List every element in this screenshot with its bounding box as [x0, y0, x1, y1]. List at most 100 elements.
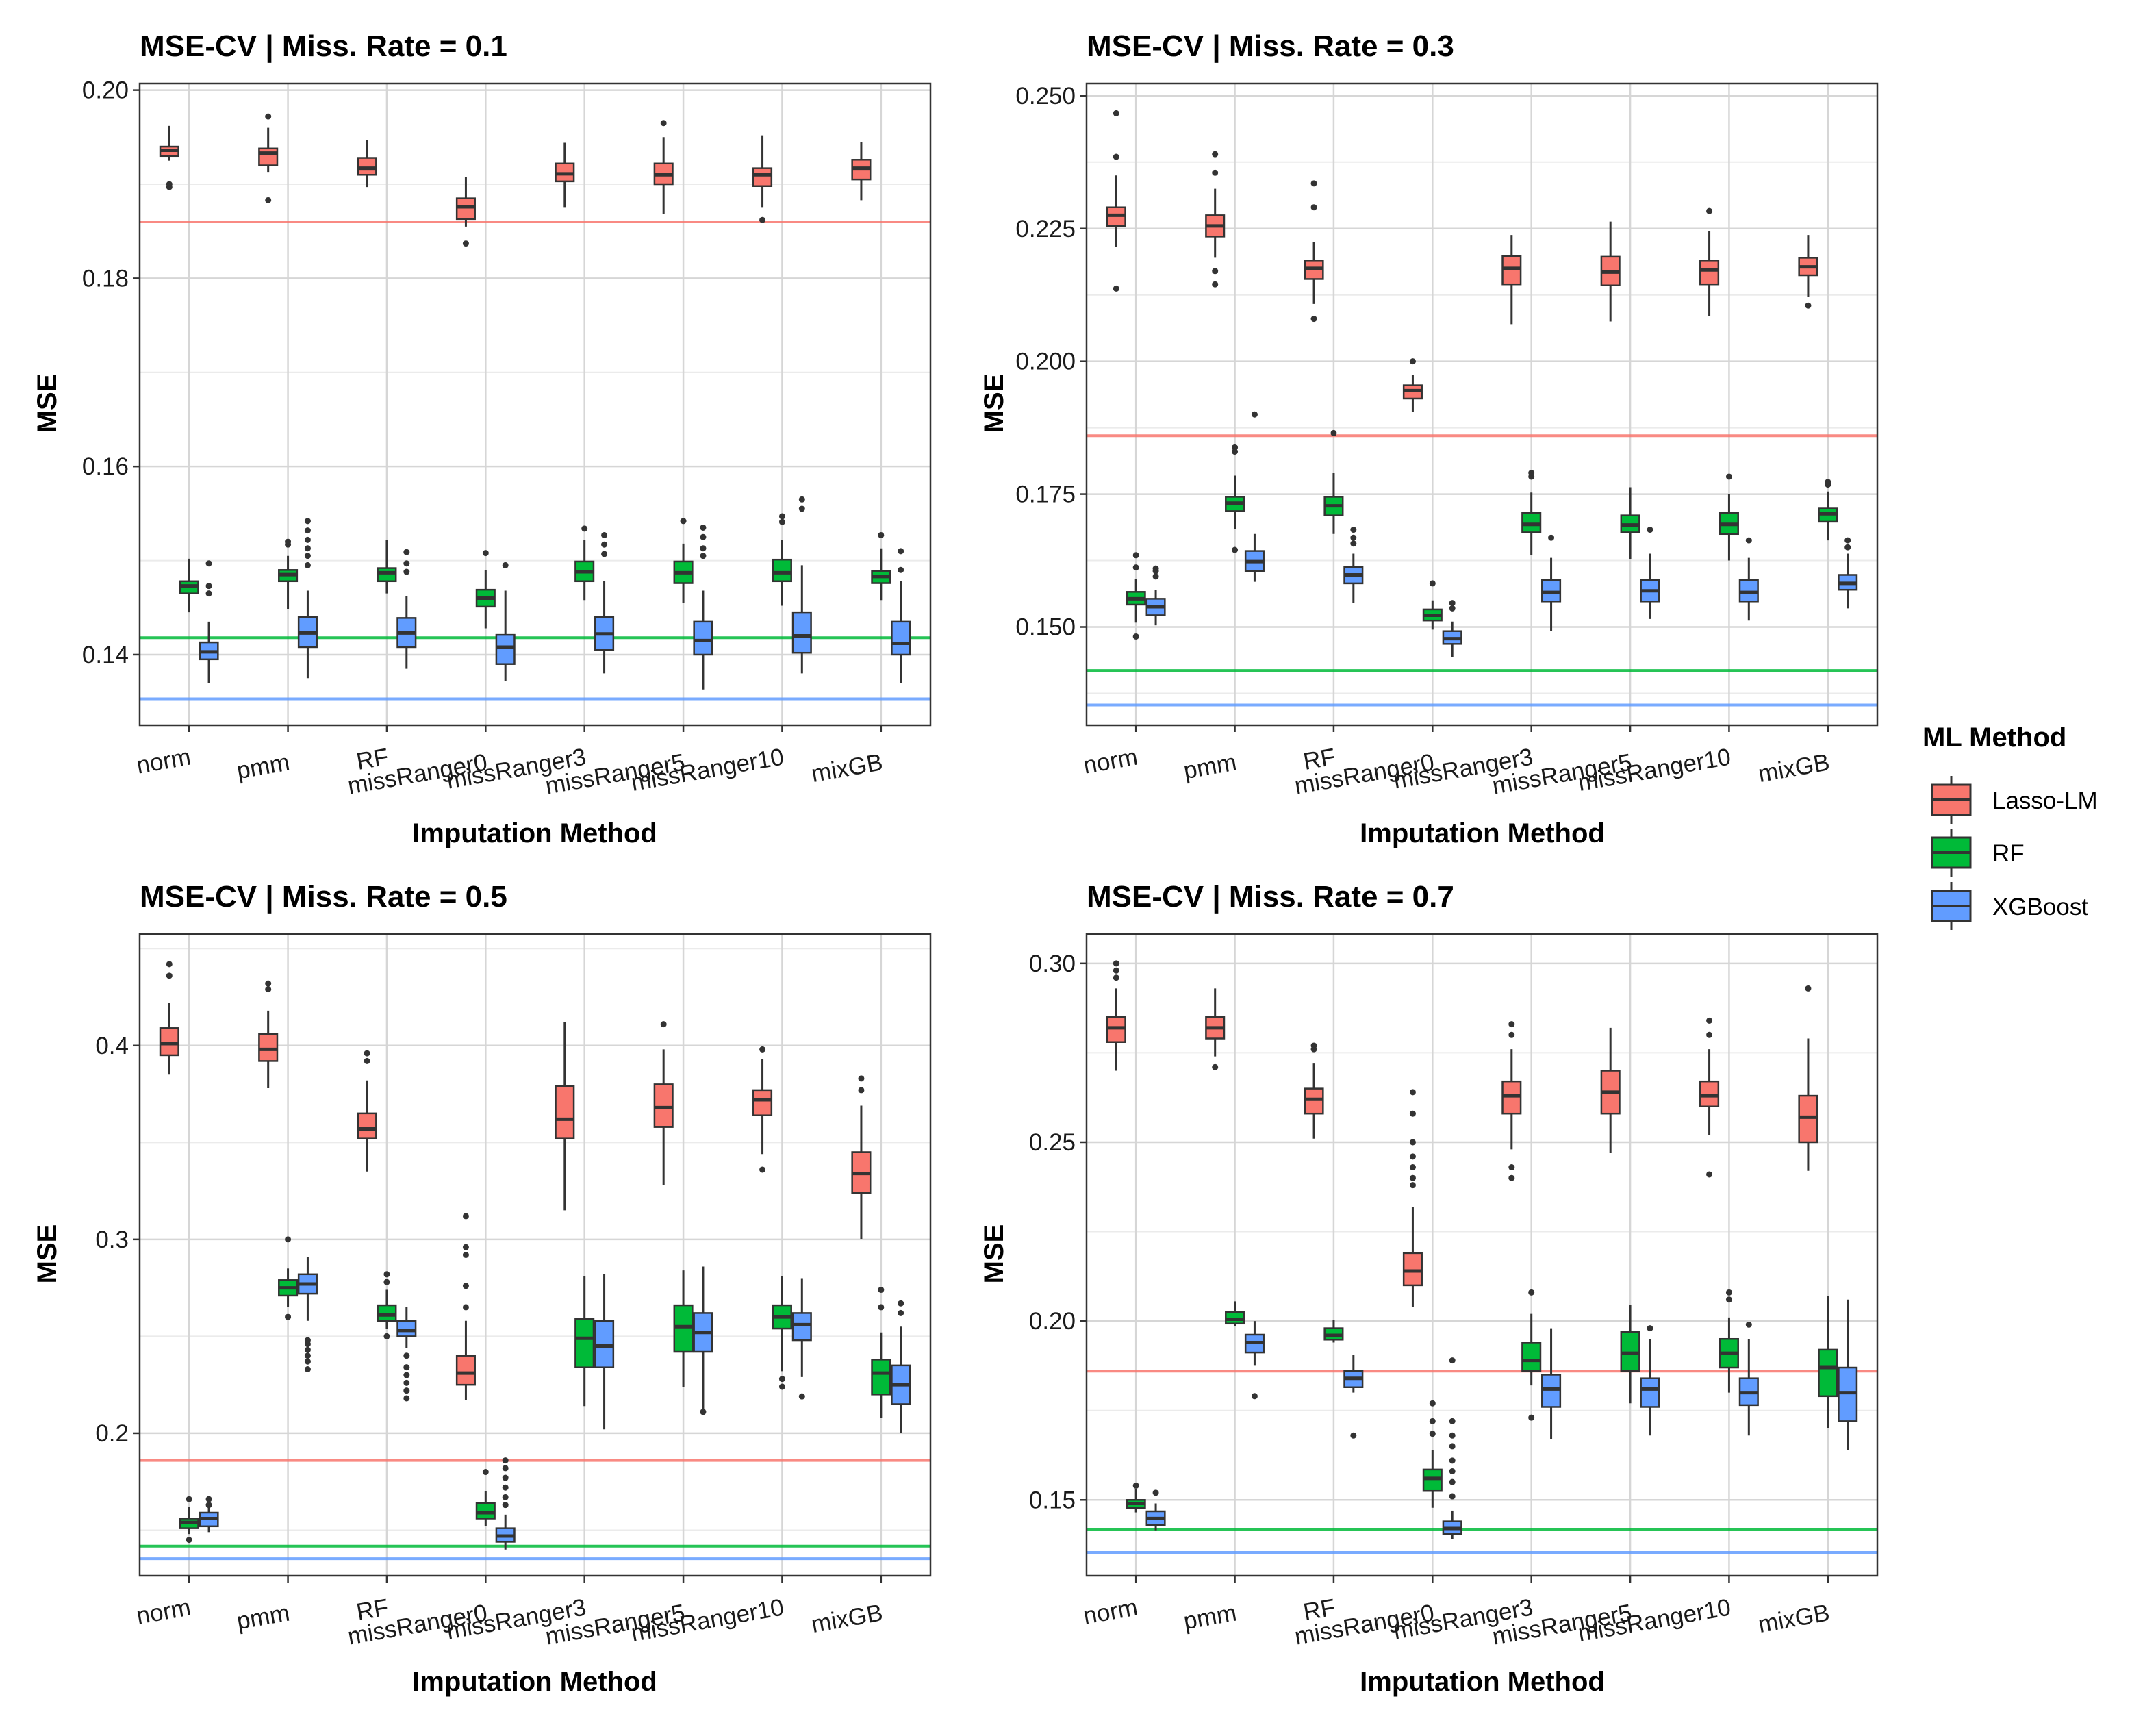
box-lasso-lm-pmm [1205, 151, 1226, 288]
x-tick-label: RF [1302, 743, 1338, 775]
box-lasso-lm-rf [1304, 180, 1324, 323]
box-outlier [1528, 1414, 1535, 1421]
panel-2: MSE-CV | Miss. Rate = 0.3 Imputation Met… [979, 29, 1879, 848]
box-outlier [878, 531, 885, 538]
box-outlier [1429, 1418, 1436, 1424]
box-outlier [403, 1387, 410, 1394]
y-tick-label: 0.14 [82, 642, 129, 668]
box-outlier [1152, 1489, 1159, 1496]
box-outlier [403, 1364, 410, 1371]
panel-1: MSE-CV | Miss. Rate = 0.1 Imputation Met… [32, 29, 932, 848]
box-lasso-lm-missranger3 [1501, 1021, 1522, 1181]
box-body [1620, 1331, 1640, 1372]
box-outlier [778, 513, 785, 520]
box-outlier [1706, 1171, 1713, 1178]
box-lasso-lm-missranger5 [1600, 221, 1621, 322]
box-outlier [403, 549, 410, 555]
box-xgboost-pmm [1244, 411, 1265, 582]
box-outlier [1232, 546, 1239, 553]
box-outlier [304, 553, 311, 559]
reference-lines [1087, 1370, 1877, 1554]
box-body [159, 1027, 179, 1057]
box-outlier [898, 1300, 904, 1307]
box-outlier [700, 545, 707, 552]
box-outlier [660, 120, 667, 127]
box-lasso-lm-missranger0 [1402, 1089, 1423, 1307]
box-lasso-lm-rf [1304, 1042, 1324, 1139]
panel-title: MSE-CV | Miss. Rate = 0.1 [140, 29, 507, 64]
box-rf-norm [1126, 1482, 1146, 1513]
box-outlier [304, 1358, 311, 1365]
box-outlier [502, 1465, 509, 1472]
box-rf-rf [377, 1271, 397, 1339]
box-outlier [898, 566, 904, 573]
box-body [475, 1502, 496, 1520]
box-outlier [778, 518, 785, 525]
box-body [891, 620, 911, 656]
box-outlier [205, 560, 212, 567]
y-tick-label: 0.250 [1015, 83, 1076, 110]
box-outlier [1350, 527, 1357, 533]
panel-border [1085, 933, 1879, 1577]
panel-title: MSE-CV | Miss. Rate = 0.5 [140, 880, 507, 914]
box-outlier [1350, 534, 1357, 541]
x-axis-title: Imputation Method [1360, 1667, 1605, 1697]
plot-background [140, 934, 930, 1576]
box-outlier [462, 1304, 469, 1311]
box-outlier [502, 562, 509, 568]
box-body [377, 1304, 397, 1322]
box-outlier [383, 1333, 390, 1339]
box-outlier [1725, 1289, 1732, 1296]
box-outlier [1508, 1031, 1515, 1038]
reference-lines [1087, 434, 1877, 707]
box-outlier [462, 1252, 469, 1258]
box-lasso-lm-norm [159, 961, 179, 1075]
box-outlier [1429, 1400, 1436, 1407]
box-outlier [1706, 1017, 1713, 1024]
box-outlier [364, 1050, 370, 1057]
box-outlier [1429, 580, 1436, 587]
box-xgboost-pmm [297, 1257, 318, 1373]
box-outlier [1449, 1493, 1456, 1500]
box-outlier [1251, 1393, 1258, 1400]
box-outlier [1429, 1431, 1436, 1437]
box-outlier [285, 538, 292, 545]
box-lasso-lm-rf [357, 140, 377, 188]
box-lasso-lm-missranger10 [752, 135, 773, 223]
box-lasso-lm-norm [1106, 110, 1126, 292]
box-lasso-lm-pmm [258, 980, 279, 1089]
box-outlier [1310, 1042, 1317, 1049]
box-outlier [1251, 411, 1258, 418]
box-outlier [403, 560, 410, 567]
box-body [455, 1355, 476, 1386]
box-rf-rf [1323, 429, 1344, 534]
boxplot-series [1106, 110, 1858, 657]
box-xgboost-missranger0 [1442, 1357, 1462, 1539]
box-outlier [304, 518, 311, 525]
box-outlier [265, 197, 272, 203]
box-body [377, 567, 397, 583]
box-outlier [1350, 540, 1357, 547]
box-body [752, 1089, 773, 1116]
panel-4: MSE-CV | Miss. Rate = 0.7 Imputation Met… [979, 880, 1879, 1697]
box-outlier [700, 533, 707, 540]
box-outlier [502, 1502, 509, 1509]
box-outlier [502, 1474, 509, 1481]
box-body [1422, 1468, 1443, 1492]
box-xgboost-rf [396, 1307, 417, 1402]
y-tick-label: 0.2 [95, 1420, 129, 1447]
box-body [1106, 1016, 1126, 1043]
box-rf-norm [1126, 552, 1146, 640]
box-body [574, 1318, 595, 1368]
box-outlier [680, 518, 687, 525]
box-outlier [1449, 1457, 1456, 1464]
box-outlier [462, 240, 469, 247]
legend-item-rf: RF [1931, 829, 2025, 877]
box-outlier [1409, 1174, 1416, 1181]
y-axis-title: MSE [32, 1224, 62, 1284]
panel-title: MSE-CV | Miss. Rate = 0.7 [1087, 880, 1454, 914]
box-outlier [700, 524, 707, 531]
